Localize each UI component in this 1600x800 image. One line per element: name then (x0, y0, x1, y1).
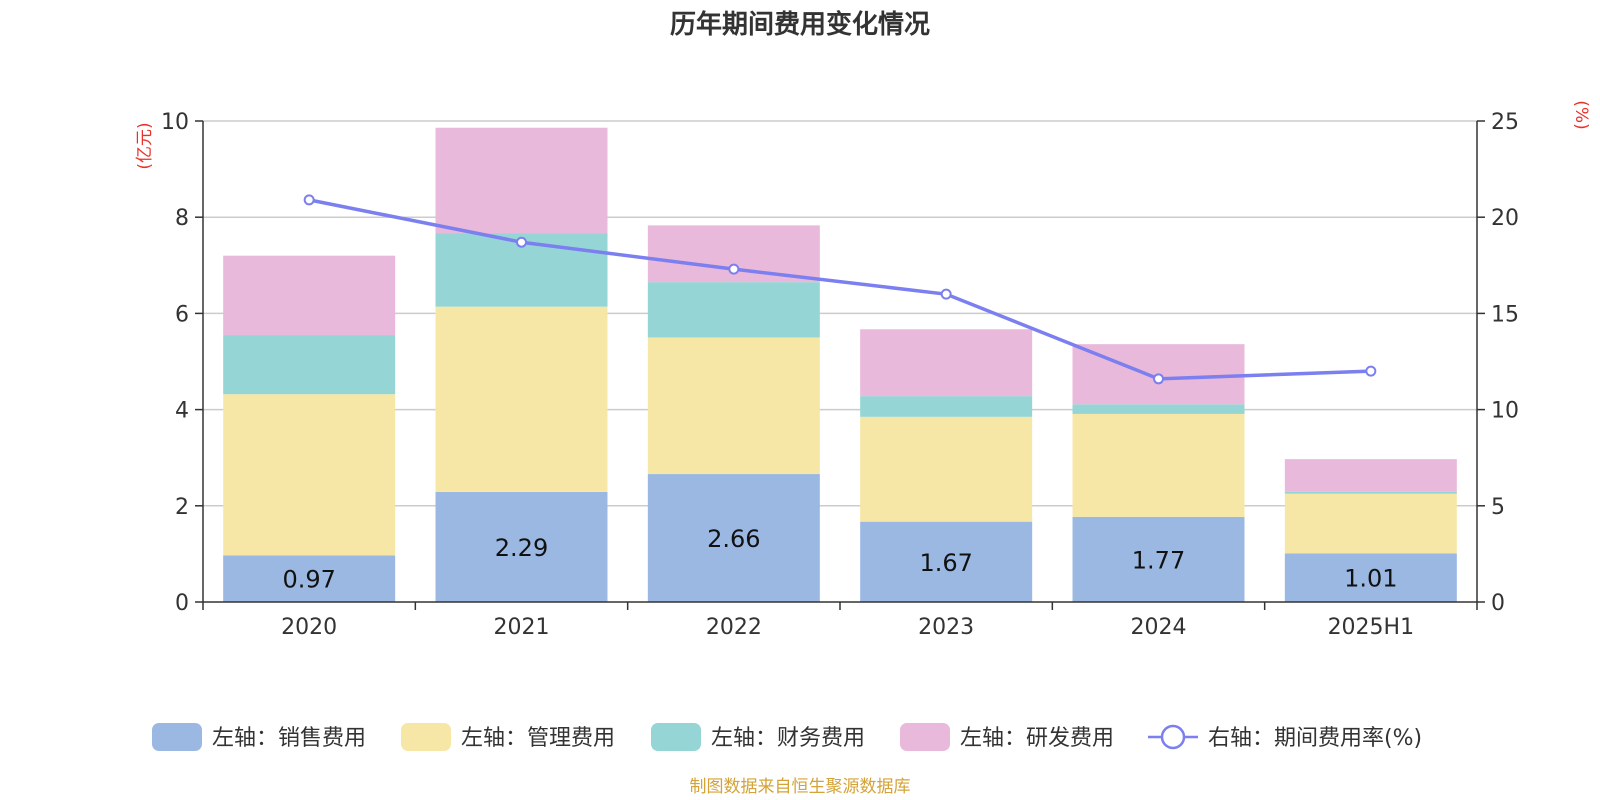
bar-rnd-2023 (860, 329, 1033, 397)
x-tick-label: 2021 (494, 615, 550, 640)
bar-finance-2022 (647, 282, 820, 338)
legend-swatch (401, 723, 451, 751)
chart-title: 历年期间费用变化情况 (670, 9, 930, 40)
left-tick-label: 6 (175, 302, 189, 327)
x-tick-label: 2020 (281, 615, 337, 640)
bar-admin-2020 (223, 394, 396, 556)
rate-point-2021 (516, 236, 527, 248)
left-tick-label: 10 (161, 110, 189, 135)
rate-line-path (308, 198, 1371, 381)
right-tick-label: 0 (1491, 591, 1505, 616)
axes: 0 2 4 6 8 10 0 5 10 15 20 25 2020 2021 2022 2023 2024 202… (135, 100, 1591, 640)
left-tick-label: 0 (175, 591, 189, 616)
data-label: 1.77 (1132, 546, 1185, 574)
left-tick-label: 8 (175, 206, 189, 231)
bar-sales-2025H1 (1284, 553, 1457, 602)
legend-label: 左轴：研发费用 (960, 726, 1114, 751)
bar-sales-2024 (1072, 516, 1245, 602)
legend-label: 左轴：财务费用 (711, 726, 865, 751)
data-label: 2.66 (707, 525, 760, 553)
legend-item: 左轴：管理费用 (401, 723, 615, 751)
left-axis-unit: (亿元) (135, 122, 155, 169)
legend-label: 左轴：管理费用 (461, 726, 615, 751)
source-note: 制图数据来自恒生聚源数据库 (690, 777, 911, 797)
bar-admin-2025H1 (1284, 493, 1457, 554)
legend-marker-icon (1160, 724, 1186, 750)
legend-item: 右轴：期间费用率(%) (1148, 724, 1422, 751)
bar-rnd-2020 (223, 255, 396, 336)
bar-finance-2024 (1072, 404, 1245, 414)
rate-line (303, 194, 1377, 385)
bar-finance-2025H1 (1284, 491, 1457, 494)
bar-sales-2022 (647, 474, 820, 602)
left-tick-label: 4 (175, 399, 189, 424)
bar-rnd-2021 (435, 127, 608, 234)
right-tick-label: 10 (1491, 399, 1519, 424)
data-label: 1.67 (919, 549, 972, 577)
bar-rnd-2025H1 (1284, 459, 1457, 492)
bar-sales-2020 (223, 555, 396, 602)
legend-swatch (900, 723, 950, 751)
x-tick-label: 2024 (1131, 615, 1187, 640)
data-label: 2.29 (495, 534, 548, 562)
bar-sales-2021 (435, 491, 608, 602)
rate-point-2025H1 (1365, 365, 1377, 377)
legend-item: 左轴：销售费用 (152, 723, 366, 751)
legend: 左轴：销售费用 左轴：管理费用 左轴：财务费用 左轴：研发费用 右轴：期间费用率(%) (152, 723, 1422, 751)
bar-admin-2023 (860, 416, 1033, 522)
right-tick-label: 15 (1491, 302, 1519, 327)
x-tick-label: 2022 (706, 615, 762, 640)
bar-sales-2023 (860, 521, 1033, 602)
bar-admin-2022 (647, 337, 820, 475)
right-tick-label: 25 (1491, 110, 1519, 135)
grid-lines (203, 120, 1477, 507)
bars (223, 127, 1457, 602)
legend-label: 右轴：期间费用率(%) (1208, 726, 1422, 751)
x-tick-label: 2025H1 (1328, 615, 1415, 640)
right-tick-label: 20 (1491, 206, 1519, 231)
bar-finance-2023 (860, 396, 1033, 417)
right-tick-label: 5 (1491, 495, 1505, 520)
bar-admin-2024 (1072, 413, 1245, 517)
left-tick-label: 2 (175, 495, 189, 520)
legend-swatch (152, 723, 202, 751)
right-axis-unit: (%) (1571, 100, 1591, 129)
rate-point-2020 (303, 194, 315, 206)
data-label: 1.01 (1344, 565, 1397, 593)
data-label: 0.97 (282, 566, 335, 594)
x-tick-label: 2023 (918, 615, 974, 640)
legend-item: 左轴：研发费用 (900, 723, 1114, 751)
rate-point-2023 (940, 288, 952, 300)
bar-admin-2021 (435, 306, 608, 492)
bar-finance-2020 (223, 335, 396, 395)
rate-point-2024 (1153, 373, 1164, 385)
legend-label: 左轴：销售费用 (212, 726, 366, 751)
legend-swatch (651, 723, 701, 751)
legend-item: 左轴：财务费用 (651, 723, 865, 751)
rate-point-2022 (728, 263, 740, 275)
data-labels: 0.97 2.29 2.66 1.67 1.77 1.01 (282, 525, 1397, 594)
